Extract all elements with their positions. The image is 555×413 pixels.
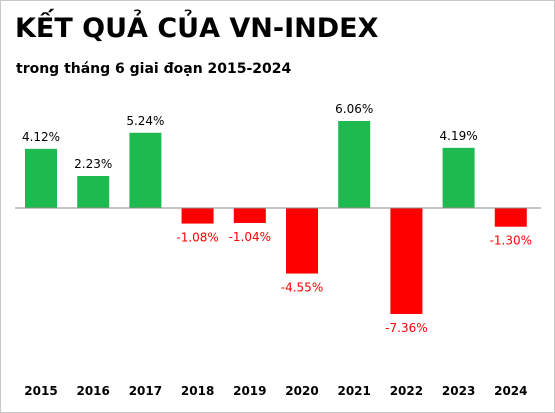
data-label-2020: -4.55% [281,281,323,295]
bar-2016 [77,175,110,208]
data-label-2019: -1.04% [229,230,271,244]
data-label-2024: -1.30% [490,234,532,248]
bar-2023 [442,147,475,208]
bar-2017 [129,132,162,208]
bar-2024 [494,208,527,227]
x-tick-label-2022: 2022 [390,384,423,398]
data-label-2018: -1.08% [176,231,218,245]
bar-2015 [25,148,57,208]
bar-2021 [338,121,371,208]
data-label-2015: 4.12% [22,130,60,144]
bar-2018 [181,208,214,224]
data-label-2021: 6.06% [335,102,373,116]
bar-2019 [233,208,266,223]
chart-title: KẾT QUẢ CỦA VN-INDEX [15,13,379,44]
x-tick-label-2019: 2019 [233,384,266,398]
bar-2020 [286,208,318,274]
chart-subtitle: trong tháng 6 giai đoạn 2015-2024 [16,61,292,77]
x-tick-label-2024: 2024 [494,384,527,398]
data-label-2022: -7.36% [385,321,427,335]
x-tick-label-2016: 2016 [76,384,109,398]
x-tick-label-2015: 2015 [24,384,57,398]
data-label-2016: 2.23% [74,157,112,171]
x-tick-label-2017: 2017 [129,384,162,398]
x-tick-label-2023: 2023 [442,384,475,398]
data-label-2023: 4.19% [440,129,478,143]
x-tick-label-2021: 2021 [337,384,370,398]
bar-2022 [390,208,423,314]
data-label-2017: 5.24% [126,114,164,128]
x-tick-label-2018: 2018 [181,384,214,398]
x-tick-label-2020: 2020 [285,384,318,398]
